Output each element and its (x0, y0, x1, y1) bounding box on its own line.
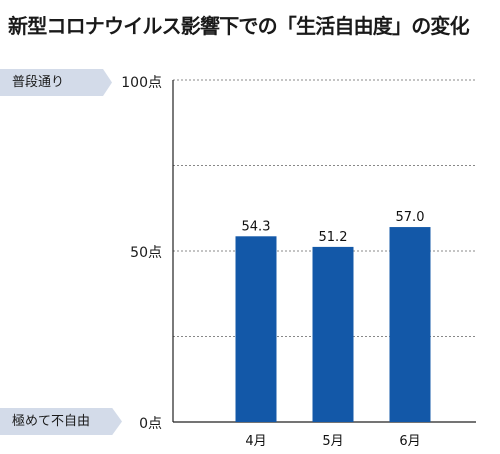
x-tick-label-3: 6月 (399, 434, 420, 449)
y-tick-label-0: 0点 (139, 416, 162, 432)
bottom-scale-label: 極めて不自由 (0, 408, 122, 435)
x-tick-label-1: 4月 (245, 434, 266, 449)
bar-1 (235, 236, 277, 422)
x-tick-label-2: 5月 (322, 434, 343, 449)
y-tick-label-100: 100点 (121, 75, 162, 91)
y-tick-label-50: 50点 (130, 245, 162, 261)
data-label-2: 51.2 (319, 230, 348, 245)
bar-2 (312, 246, 354, 422)
data-label-1: 54.3 (242, 219, 271, 234)
bar-3 (389, 227, 431, 422)
top-scale-label: 普段通り (0, 69, 112, 96)
data-label-3: 57.0 (396, 210, 425, 225)
chart-title: 新型コロナウイルス影響下での「生活自由度」の変化 (8, 14, 470, 38)
